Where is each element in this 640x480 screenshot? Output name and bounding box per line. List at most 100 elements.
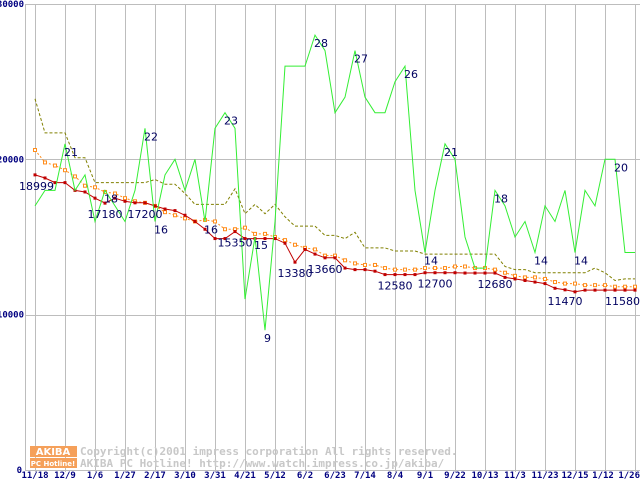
min-price-marker	[93, 196, 97, 200]
min-price-label: 11580	[605, 295, 640, 308]
avg-price-marker	[183, 216, 187, 221]
min-price-marker	[43, 176, 47, 180]
min-price-marker	[463, 271, 467, 275]
avg-price-marker	[403, 267, 407, 272]
avg-price-marker	[523, 275, 527, 280]
min-price-marker	[323, 256, 327, 260]
min-price-marker	[163, 207, 167, 211]
x-tick-label: 7/14	[354, 471, 376, 480]
min-price-marker	[383, 273, 387, 277]
min-price-marker	[263, 237, 267, 241]
avg-price-marker	[113, 191, 117, 196]
avg-price-marker	[463, 264, 467, 269]
x-tick-label: 3/31	[204, 471, 226, 480]
avg-price-marker	[453, 264, 457, 269]
min-price-marker	[233, 230, 237, 234]
min-price-marker	[153, 204, 157, 208]
avg-price-marker	[433, 266, 437, 271]
min-price-label: 12700	[418, 278, 453, 291]
avg-price-marker	[73, 174, 77, 179]
avg-price-marker	[613, 284, 617, 289]
min-price-marker	[213, 237, 217, 241]
avg-price-marker	[283, 238, 287, 243]
shop-count-label: 18	[494, 192, 508, 205]
avg-price-marker	[353, 261, 357, 266]
avg-price-marker	[83, 183, 87, 188]
min-price-marker	[123, 199, 127, 203]
avg-price-marker	[363, 262, 367, 267]
x-tick-label: 8/4	[387, 471, 404, 480]
min-price-label: 15350	[218, 237, 253, 250]
avg-price-marker	[373, 262, 377, 267]
avg-price-marker	[503, 270, 507, 275]
min-price-marker	[403, 273, 407, 277]
shop-count-label: 21	[444, 146, 458, 159]
min-price-marker	[103, 201, 107, 205]
min-price-marker	[33, 173, 37, 177]
min-price-marker	[113, 196, 117, 200]
logo-top-text: AKIBA	[36, 447, 71, 458]
shop-count-label: 9	[264, 332, 271, 345]
min-price-marker	[343, 266, 347, 270]
avg-price-marker	[603, 283, 607, 288]
min-price-marker	[53, 181, 57, 185]
shop-count-label: 22	[144, 130, 158, 143]
shop-count-label: 20	[614, 161, 628, 174]
shop-count-label: 21	[64, 146, 78, 159]
min-price-marker	[293, 260, 297, 264]
min-price-marker	[243, 237, 247, 241]
avg-price-marker	[413, 267, 417, 272]
avg-price-marker	[343, 258, 347, 263]
avg-price-marker	[543, 276, 547, 281]
min-price-marker	[413, 273, 417, 277]
shop-count-label: 26	[404, 68, 418, 81]
min-price-marker	[533, 280, 537, 284]
min-price-marker	[493, 271, 497, 275]
min-price-marker	[273, 237, 277, 241]
min-price-marker	[503, 275, 507, 279]
avg-price-marker	[243, 225, 247, 230]
min-price-label: 13660	[308, 263, 343, 276]
y-tick-label: 0	[17, 466, 22, 476]
min-price-marker	[333, 256, 337, 260]
avg-price-marker	[123, 196, 127, 201]
avg-price-marker	[583, 283, 587, 288]
akiba-logo: AKIBA PC Hotline!	[30, 446, 77, 468]
avg-price-marker	[393, 267, 397, 272]
shop-count-label: 15	[254, 239, 268, 252]
min-price-marker	[523, 278, 527, 282]
avg-price-marker	[493, 267, 497, 272]
shop-count-label: 16	[154, 223, 168, 236]
shop-count-label: 14	[534, 255, 548, 268]
avg-price-marker	[513, 273, 517, 278]
min-price-label: 18999	[19, 180, 54, 193]
avg-price-marker	[443, 266, 447, 271]
min-price-marker	[543, 282, 547, 286]
min-price-label: 12580	[378, 280, 413, 293]
min-price-marker	[633, 288, 637, 292]
min-price-marker	[353, 268, 357, 272]
avg-price-marker	[633, 284, 637, 289]
avg-price-marker	[263, 231, 267, 236]
avg-price-marker	[213, 219, 217, 224]
avg-price-marker	[293, 242, 297, 247]
avg-price-marker	[163, 210, 167, 215]
x-tick-label: 1/6	[87, 471, 103, 480]
min-price-marker	[473, 271, 477, 275]
min-price-label: 11470	[548, 295, 583, 308]
x-tick-label: 11/3	[504, 471, 526, 480]
shop-count-line	[34, 33, 635, 331]
min-price-label: 17200	[128, 208, 163, 221]
min-price-marker	[303, 247, 307, 251]
x-tick-label: 2/17	[144, 471, 166, 480]
logo-bottom-text: PC Hotline!	[31, 460, 75, 468]
x-tick-label: 1/27	[114, 471, 136, 480]
min-price-marker	[183, 213, 187, 217]
min-price-marker	[373, 269, 377, 273]
series-group	[33, 33, 637, 331]
shop-count-label: 16	[204, 223, 218, 236]
y-tick-label: 30000	[0, 0, 24, 10]
min-price-marker	[313, 252, 317, 256]
avg-price-marker	[423, 266, 427, 271]
